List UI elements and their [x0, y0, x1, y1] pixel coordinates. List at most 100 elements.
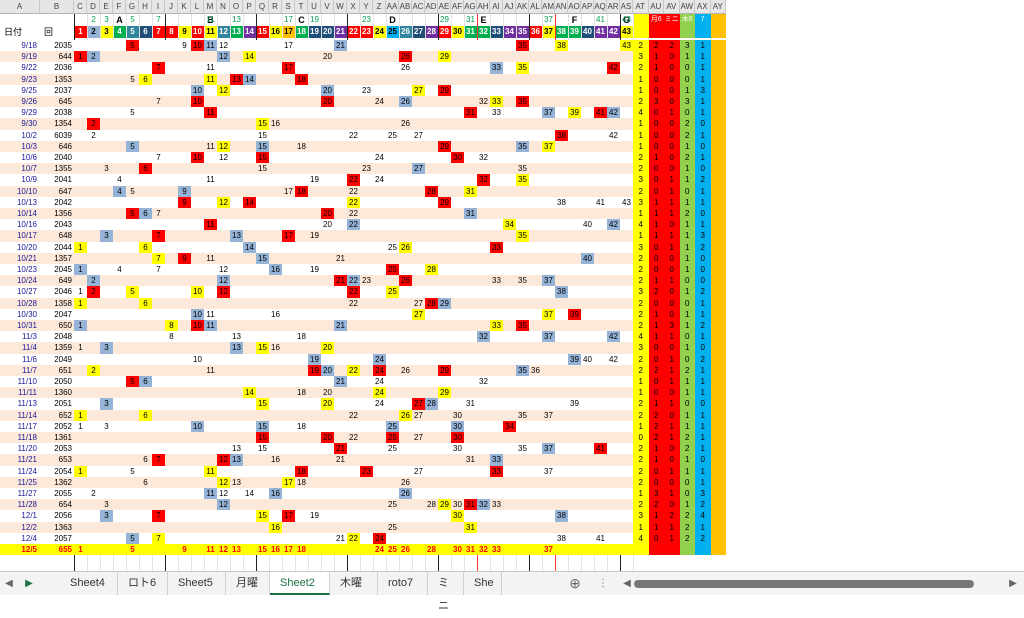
summary-cell[interactable]: 1 [633, 73, 649, 85]
column-header-g[interactable]: G [126, 0, 139, 14]
number-cell-1[interactable]: 1 [78, 343, 83, 353]
column-header-af[interactable]: AF [451, 0, 464, 14]
summary-cell[interactable]: 1 [648, 152, 664, 164]
summary-cell[interactable]: 1 [664, 420, 680, 432]
round-cell[interactable]: 1360 [54, 388, 72, 398]
summary-cell[interactable]: 1 [695, 219, 711, 231]
summary-cell[interactable]: 1 [633, 84, 649, 96]
sheet-tab-6[interactable]: roto7 [378, 572, 428, 595]
summary-cell[interactable]: 0 [664, 286, 680, 298]
round-cell[interactable]: 2042 [54, 197, 72, 207]
summary-cell[interactable]: 3 [679, 40, 695, 52]
summary-cell[interactable]: 1 [633, 387, 649, 399]
date-cell[interactable]: 10/27 [16, 287, 37, 297]
number-cell-32[interactable]: 32 [479, 97, 488, 106]
number-cell-1[interactable]: 1 [74, 241, 87, 253]
number-cell-13[interactable]: 13 [232, 545, 241, 554]
number-cell-29[interactable]: 29 [438, 51, 451, 63]
sheet-tab-5[interactable]: 木曜 [330, 572, 378, 595]
summary-cell[interactable]: 2 [679, 208, 695, 220]
number-cell-7[interactable]: 7 [156, 97, 161, 106]
number-cell-23[interactable]: 23 [362, 276, 371, 286]
summary-cell[interactable]: 4 [633, 331, 649, 343]
number-cell-15[interactable]: 15 [256, 432, 269, 444]
number-cell-11[interactable]: 11 [204, 465, 217, 477]
number-cell-21[interactable]: 21 [336, 455, 345, 465]
number-cell-10[interactable]: 10 [193, 354, 202, 364]
number-cell-18[interactable]: 18 [295, 465, 308, 477]
column-header-av[interactable]: AV [664, 0, 680, 14]
date-cell[interactable]: 10/13 [16, 197, 37, 207]
number-cell-32[interactable]: 32 [479, 545, 488, 554]
summary-cell[interactable]: 2 [633, 499, 649, 511]
round-cell[interactable]: 651 [58, 365, 72, 375]
date-cell[interactable]: 9/18 [21, 41, 37, 50]
summary-cell[interactable]: 1 [633, 118, 649, 130]
number-cell-7[interactable]: 7 [156, 209, 161, 218]
number-cell-43[interactable]: 43 [622, 197, 631, 207]
number-cell-13[interactable]: 13 [230, 342, 243, 354]
summary-cell[interactable]: 0 [648, 163, 664, 175]
summary-cell[interactable]: 1 [648, 196, 664, 208]
summary-cell[interactable]: 1 [633, 488, 649, 500]
summary-cell[interactable]: 0 [648, 532, 664, 544]
summary-cell[interactable]: 1 [679, 264, 695, 276]
summary-cell[interactable]: 2 [633, 152, 649, 164]
number-cell-21[interactable]: 21 [334, 443, 347, 455]
number-cell-39[interactable]: 39 [568, 308, 581, 320]
summary-cell[interactable]: 2 [679, 432, 695, 444]
number-cell-22[interactable]: 22 [347, 364, 360, 376]
column-header-r[interactable]: R [269, 0, 282, 14]
round-cell[interactable]: 2041 [54, 175, 72, 185]
summary-cell[interactable]: 1 [664, 364, 680, 376]
column-header-j[interactable]: J [165, 0, 178, 14]
number-cell-35[interactable]: 35 [518, 164, 527, 174]
number-cell-31[interactable]: 31 [464, 185, 477, 197]
number-cell-36[interactable]: 36 [531, 365, 540, 375]
number-cell-40[interactable]: 40 [583, 220, 592, 230]
column-header-al[interactable]: AL [529, 0, 542, 14]
number-cell-3[interactable]: 3 [100, 398, 113, 410]
summary-cell[interactable]: 1 [648, 219, 664, 231]
number-cell-5[interactable]: 5 [126, 40, 139, 52]
number-cell-28[interactable]: 28 [425, 185, 438, 197]
number-cell-12[interactable]: 12 [217, 275, 230, 287]
column-header-m[interactable]: M [204, 0, 217, 14]
summary-cell[interactable]: 1 [695, 364, 711, 376]
date-cell[interactable]: 10/31 [16, 321, 37, 330]
number-cell-19[interactable]: 19 [308, 353, 321, 365]
number-cell-37[interactable]: 37 [542, 331, 555, 343]
number-cell-37[interactable]: 37 [542, 107, 555, 119]
number-cell-9[interactable]: 9 [178, 185, 191, 197]
column-header-aj[interactable]: AJ [503, 0, 516, 14]
number-cell-9[interactable]: 9 [182, 41, 187, 50]
number-cell-15[interactable]: 15 [256, 252, 269, 264]
column-header-y[interactable]: Y [360, 0, 373, 14]
round-cell[interactable]: 1359 [54, 343, 72, 353]
column-header-ad[interactable]: AD [425, 0, 438, 14]
column-header-e[interactable]: E [100, 0, 113, 14]
number-cell-38[interactable]: 38 [555, 40, 568, 52]
round-cell[interactable]: 1361 [54, 433, 72, 442]
number-cell-13[interactable]: 13 [232, 477, 241, 487]
number-cell-24[interactable]: 24 [375, 175, 384, 185]
number-cell-3[interactable]: 3 [100, 510, 113, 522]
number-cell-10[interactable]: 10 [191, 96, 204, 108]
number-cell-11[interactable]: 11 [204, 320, 217, 332]
number-cell-24[interactable]: 24 [373, 387, 386, 399]
round-cell[interactable]: 654 [58, 500, 72, 510]
number-cell-12[interactable]: 12 [217, 454, 230, 466]
number-cell-27[interactable]: 27 [412, 398, 425, 410]
summary-cell[interactable]: 1 [648, 51, 664, 63]
summary-cell[interactable]: 3 [679, 96, 695, 108]
number-cell-14[interactable]: 14 [243, 51, 256, 63]
summary-cell[interactable]: 3 [633, 342, 649, 354]
summary-cell[interactable]: 1 [679, 308, 695, 320]
column-header-ag[interactable]: AG [464, 0, 477, 14]
number-cell-42[interactable]: 42 [607, 219, 620, 231]
number-cell-30[interactable]: 30 [453, 410, 462, 420]
number-cell-18[interactable]: 18 [297, 388, 306, 398]
number-cell-13[interactable]: 13 [230, 73, 243, 85]
column-header-au[interactable]: AU [648, 0, 664, 14]
summary-cell[interactable]: 1 [664, 532, 680, 544]
